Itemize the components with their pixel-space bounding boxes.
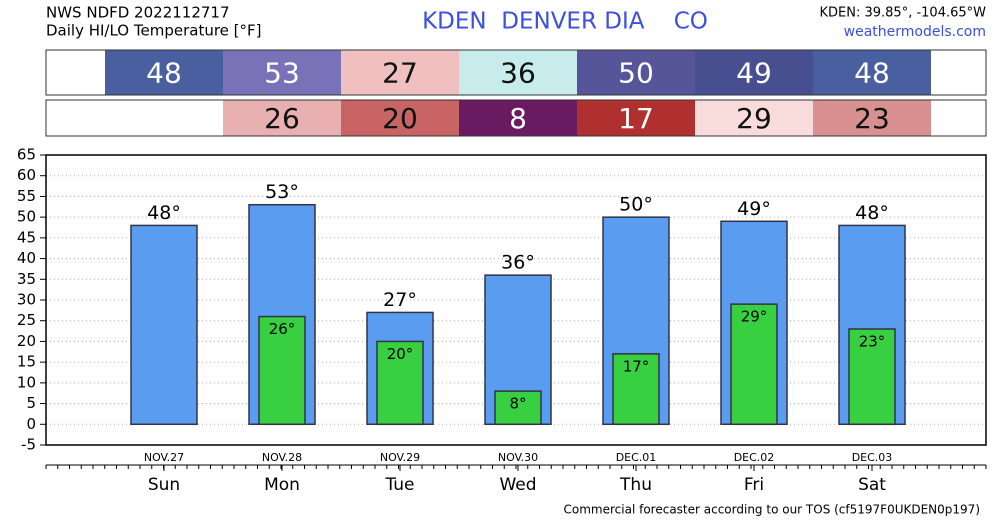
- bar: [848, 328, 896, 426]
- value-label: 53°: [265, 181, 299, 203]
- hi-strip: [45, 49, 987, 96]
- strip-value: 20: [382, 102, 418, 135]
- strip-cell: [813, 50, 931, 95]
- bar: [130, 224, 198, 426]
- strip-cell: [813, 100, 931, 136]
- strip-cell: [459, 50, 577, 95]
- y-tick-label: 25: [17, 311, 36, 329]
- value-label: 8°: [509, 395, 526, 413]
- strip-value: 53: [264, 57, 300, 90]
- strip-cell: [223, 100, 341, 136]
- x-tick-label: Fri: [744, 475, 764, 495]
- strip-cell: [695, 50, 813, 95]
- bar: [612, 353, 660, 426]
- chart-subtitle: Daily HI/LO Temperature [°F]: [46, 22, 262, 40]
- y-tick-label: 5: [26, 394, 36, 412]
- strip-value: 48: [854, 57, 890, 90]
- strip-value: 27: [382, 57, 418, 90]
- y-tick-label: 65: [17, 146, 36, 164]
- strip-value: 49: [736, 57, 772, 90]
- date-label: NOV.29: [380, 451, 420, 464]
- strip-value: 50: [618, 57, 654, 90]
- y-tick-label: 45: [17, 228, 36, 246]
- lo-strip: [45, 99, 987, 137]
- value-label: 48°: [855, 202, 889, 224]
- date-label: NOV.30: [498, 451, 538, 464]
- strip-cell: [341, 100, 459, 136]
- bar: [730, 303, 778, 426]
- strip-value: 8: [509, 102, 527, 135]
- date-label: DEC.01: [616, 451, 657, 464]
- strip-value: 29: [736, 102, 772, 135]
- x-tick-label: Tue: [384, 475, 414, 495]
- strip-value: 23: [854, 102, 890, 135]
- strip-cell: [459, 100, 577, 136]
- strip-cell: [695, 100, 813, 136]
- x-tick-label: Sat: [858, 475, 886, 495]
- date-label: NOV.28: [262, 451, 302, 464]
- y-tick-label: 10: [17, 373, 36, 391]
- value-label: 48°: [147, 202, 181, 224]
- strip-value: 36: [500, 57, 536, 90]
- plot-frame: [45, 154, 987, 446]
- x-tick-label: Thu: [619, 475, 652, 495]
- date-label: DEC.02: [734, 451, 775, 464]
- bar: [494, 390, 542, 426]
- x-tick-label: Sun: [148, 475, 180, 495]
- y-tick-label: 60: [17, 166, 36, 184]
- y-tick-label: 35: [17, 270, 36, 288]
- y-tick-label: -5: [21, 436, 36, 454]
- bar: [258, 315, 306, 426]
- strip-cell: [577, 100, 695, 136]
- y-tick-label: 0: [26, 415, 36, 433]
- value-label: 27°: [383, 289, 417, 311]
- strip-value: 48: [146, 57, 182, 90]
- strip-cell: [223, 50, 341, 95]
- y-tick-label: 55: [17, 187, 36, 205]
- y-tick-label: 30: [17, 291, 36, 309]
- value-label: 23°: [859, 333, 886, 351]
- strip-cell: [105, 50, 223, 95]
- y-tick-label: 20: [17, 332, 36, 350]
- value-label: 29°: [741, 308, 768, 326]
- date-label: DEC.03: [852, 451, 893, 464]
- strip-value: 26: [264, 102, 300, 135]
- value-label: 49°: [737, 198, 771, 220]
- date-label: NOV.27: [144, 451, 184, 464]
- value-label: 36°: [501, 252, 535, 274]
- y-tick-label: 15: [17, 353, 36, 371]
- x-tick-label: Wed: [499, 475, 536, 495]
- bar: [376, 340, 424, 426]
- y-tick-label: 40: [17, 249, 36, 267]
- footer: Commercial forecaster according to our T…: [564, 503, 980, 517]
- x-tick-label: Mon: [264, 475, 300, 495]
- station: KDEN DENVER DIA CO: [422, 9, 708, 35]
- source: weathermodels.com: [844, 24, 986, 40]
- chart-title: NWS NDFD 2022112717: [46, 4, 230, 22]
- value-label: 50°: [619, 194, 653, 216]
- location: KDEN: 39.85°, -104.65°W: [820, 6, 987, 21]
- strip-cell: [577, 50, 695, 95]
- value-label: 20°: [387, 345, 414, 363]
- strip-value: 17: [618, 102, 654, 135]
- value-label: 17°: [623, 357, 650, 375]
- strip-cell: [341, 50, 459, 95]
- y-tick-label: 50: [17, 208, 36, 226]
- value-label: 26°: [269, 320, 296, 338]
